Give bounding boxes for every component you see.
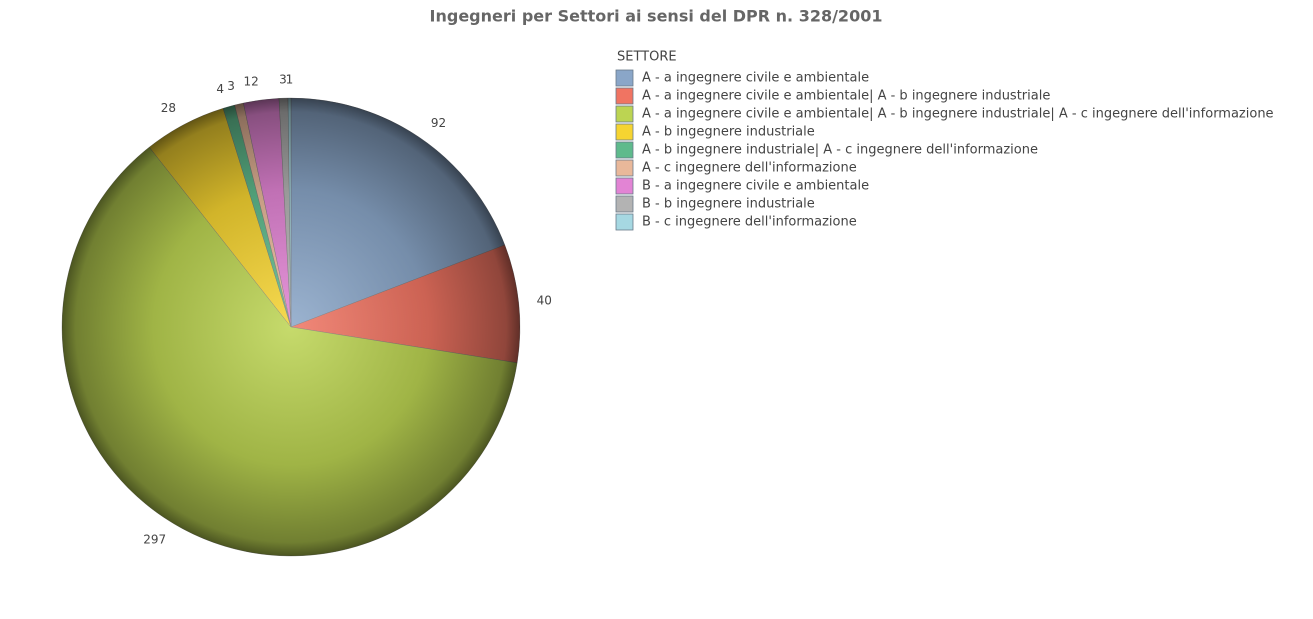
data-label: 4: [216, 82, 224, 96]
legend-label: A - c ingegnere dell'informazione: [642, 161, 857, 176]
legend-label: A - b ingegnere industriale: [642, 125, 815, 140]
legend-label: A - b ingegnere industriale| A - c ingeg…: [642, 143, 1038, 158]
legend-label: B - c ingegnere dell'informazione: [642, 215, 857, 230]
data-label: 12: [243, 75, 258, 89]
data-label: 1: [286, 73, 294, 87]
data-label: 3: [279, 73, 287, 87]
data-label: 3: [227, 79, 235, 93]
legend-swatch: [615, 69, 634, 87]
legend-swatch: [615, 195, 634, 213]
data-label: 28: [161, 101, 176, 115]
legend-swatch: [615, 177, 634, 195]
legend-swatch: [615, 105, 634, 123]
legend-swatch: [615, 213, 634, 231]
data-label: 40: [537, 294, 552, 308]
legend-swatch: [615, 123, 634, 141]
legend-label: B - b ingegnere industriale: [642, 197, 815, 212]
chart-title: Ingegneri per Settori ai sensi del DPR n…: [430, 7, 883, 26]
legend-swatch: [615, 159, 634, 177]
legend-swatch: [615, 141, 634, 159]
data-label: 297: [143, 533, 166, 547]
legend-label: A - a ingegnere civile e ambientale: [642, 71, 869, 86]
legend-label: A - a ingegnere civile e ambientale| A -…: [642, 107, 1274, 122]
legend-label: B - a ingegnere civile e ambientale: [642, 179, 869, 194]
legend-label: A - a ingegnere civile e ambientale| A -…: [642, 89, 1050, 104]
legend-title: SETTORE: [617, 50, 677, 65]
legend-swatch: [615, 87, 634, 105]
data-label: 92: [431, 116, 446, 130]
